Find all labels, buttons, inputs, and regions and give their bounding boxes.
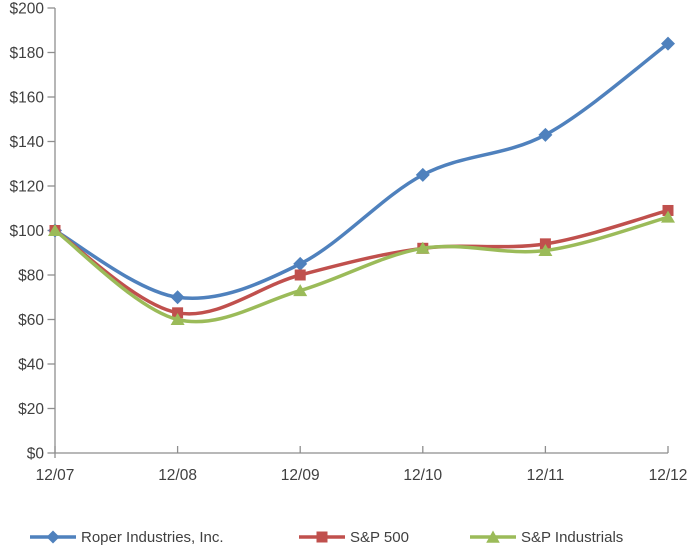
series-s-p-industrials (48, 210, 675, 325)
x-axis-label: 12/07 (36, 467, 75, 484)
legend-item-sp-industrials: S&P Industrials (470, 526, 623, 548)
diamond-marker-icon (46, 530, 60, 544)
data-point-roper-industries-inc (661, 36, 675, 51)
data-point-s-p-industrials (538, 244, 553, 257)
triangle-marker-icon (486, 530, 500, 543)
y-axis-label: $180 (10, 45, 45, 62)
data-point-roper-industries-inc (538, 127, 553, 142)
y-axis-label: $140 (10, 134, 45, 151)
x-axis-label: 12/10 (403, 467, 442, 484)
y-axis-label: $40 (18, 357, 44, 374)
legend-marker-sp-industrials (470, 530, 516, 543)
x-axis-label: 12/12 (649, 467, 688, 484)
x-axis-label: 12/08 (158, 467, 197, 484)
data-point-s-p-500 (662, 204, 674, 216)
series-line-s-p-industrials (53, 215, 670, 324)
x-axis-label: 12/11 (527, 467, 565, 484)
legend-marker-sp500 (299, 531, 345, 543)
y-axis-label: $160 (10, 90, 45, 107)
y-axis-label: $80 (18, 268, 44, 285)
legend-marker-roper (30, 530, 76, 544)
data-point-s-p-industrials (170, 313, 185, 325)
axes (54, 8, 668, 458)
data-point-s-p-industrials (661, 210, 675, 223)
y-axis-ticks (47, 7, 55, 454)
y-axis-label: $60 (18, 312, 44, 329)
legend-item-sp500: S&P 500 (299, 526, 409, 548)
y-axis-label: $20 (18, 401, 44, 418)
legend-item-roper-industries: Roper Industries, Inc. (30, 526, 224, 548)
y-axis-label: $0 (27, 446, 45, 463)
data-point-s-p-industrials (48, 224, 62, 236)
y-axis-label: $120 (10, 179, 45, 196)
series-line-roper-industries-inc (53, 41, 670, 300)
x-axis-label: 12/09 (281, 467, 320, 484)
x-axis-labels: 12/07 12/08 12/09 12/10 12/11 12/12 (36, 467, 688, 484)
legend-label-sp500: S&P 500 (350, 528, 409, 546)
legend: Roper Industries, Inc. S&P 500 S&P Indus… (0, 526, 691, 550)
square-marker-icon (316, 531, 328, 543)
y-axis-label: $100 (10, 223, 45, 240)
legend-label-sp-industrials: S&P Industrials (521, 528, 624, 546)
y-axis-label: $200 (10, 1, 45, 18)
x-axis-ticks (54, 446, 669, 453)
data-point-roper-industries-inc (170, 290, 185, 305)
data-point-s-p-500 (539, 238, 551, 250)
data-series (48, 36, 675, 325)
y-axis-labels: $0 $20 $40 $60 $80 $100 $120 $140 $160 $180 $200 (10, 1, 45, 463)
series-line-s-p-500 (53, 208, 670, 316)
data-point-s-p-industrials (415, 241, 430, 254)
data-point-roper-industries-inc (415, 167, 430, 182)
legend-label-roper: Roper Industries, Inc. (81, 528, 224, 546)
data-point-s-p-industrials (293, 284, 308, 297)
data-point-s-p-500 (172, 307, 184, 319)
data-point-s-p-500 (294, 269, 306, 281)
data-point-roper-industries-inc (293, 256, 308, 271)
series-roper-industries-inc (48, 36, 675, 305)
